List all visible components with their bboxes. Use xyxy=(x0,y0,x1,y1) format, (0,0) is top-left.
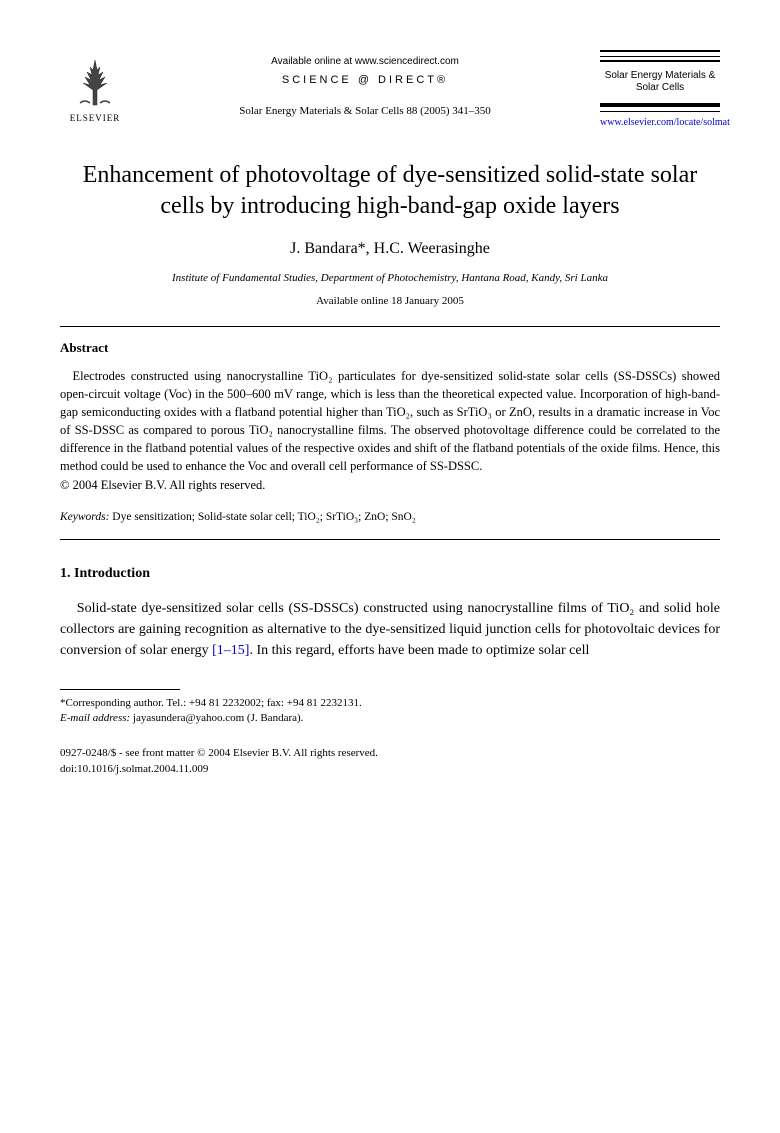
elsevier-label: ELSEVIER xyxy=(70,112,121,125)
citation-link[interactable]: [1–15] xyxy=(212,643,249,658)
footer-line1: 0927-0248/$ - see front matter © 2004 El… xyxy=(60,746,720,761)
divider xyxy=(60,326,720,327)
science-direct-text: SCIENCE @ DIRECT® xyxy=(130,73,600,88)
journal-url-link[interactable]: www.elsevier.com/locate/solmat xyxy=(600,116,720,130)
footer-doi: doi:10.1016/j.solmat.2004.11.009 xyxy=(60,762,720,777)
authors: J. Bandara*, H.C. Weerasinghe xyxy=(60,238,720,260)
email-label: E-mail address: xyxy=(60,712,130,724)
available-online-text: Available online at www.sciencedirect.co… xyxy=(130,55,600,69)
elsevier-tree-icon xyxy=(65,55,125,110)
keywords: Keywords: Dye sensitization; Solid-state… xyxy=(60,509,720,525)
journal-reference: Solar Energy Materials & Solar Cells 88 … xyxy=(130,104,600,119)
email-footnote: E-mail address: jayasundera@yahoo.com (J… xyxy=(60,711,720,726)
abstract-heading: Abstract xyxy=(60,339,720,357)
abstract-text: Electrodes constructed using nanocrystal… xyxy=(60,367,720,476)
keywords-text: Dye sensitization; Solid-state solar cel… xyxy=(109,511,415,523)
header-row: ELSEVIER Available online at www.science… xyxy=(60,50,720,130)
article-title: Enhancement of photovoltage of dye-sensi… xyxy=(60,160,720,222)
footnote-separator xyxy=(60,689,180,690)
footer: 0927-0248/$ - see front matter © 2004 El… xyxy=(60,746,720,777)
divider xyxy=(60,539,720,540)
journal-box-title: Solar Energy Materials & Solar Cells xyxy=(600,62,720,102)
section-heading-intro: 1. Introduction xyxy=(60,564,720,584)
journal-box: Solar Energy Materials & Solar Cells www… xyxy=(600,50,720,130)
email-address: jayasundera@yahoo.com (J. Bandara). xyxy=(130,712,303,724)
publication-date: Available online 18 January 2005 xyxy=(60,294,720,309)
affiliation: Institute of Fundamental Studies, Depart… xyxy=(60,271,720,286)
intro-text-2: . In this regard, efforts have been made… xyxy=(249,643,589,658)
intro-paragraph: Solid-state dye-sensitized solar cells (… xyxy=(60,598,720,661)
keywords-label: Keywords: xyxy=(60,511,109,523)
elsevier-logo: ELSEVIER xyxy=(60,50,130,130)
corresponding-author-footnote: *Corresponding author. Tel.: +94 81 2232… xyxy=(60,696,720,711)
copyright-text: © 2004 Elsevier B.V. All rights reserved… xyxy=(60,477,720,495)
center-header: Available online at www.sciencedirect.co… xyxy=(130,50,600,120)
